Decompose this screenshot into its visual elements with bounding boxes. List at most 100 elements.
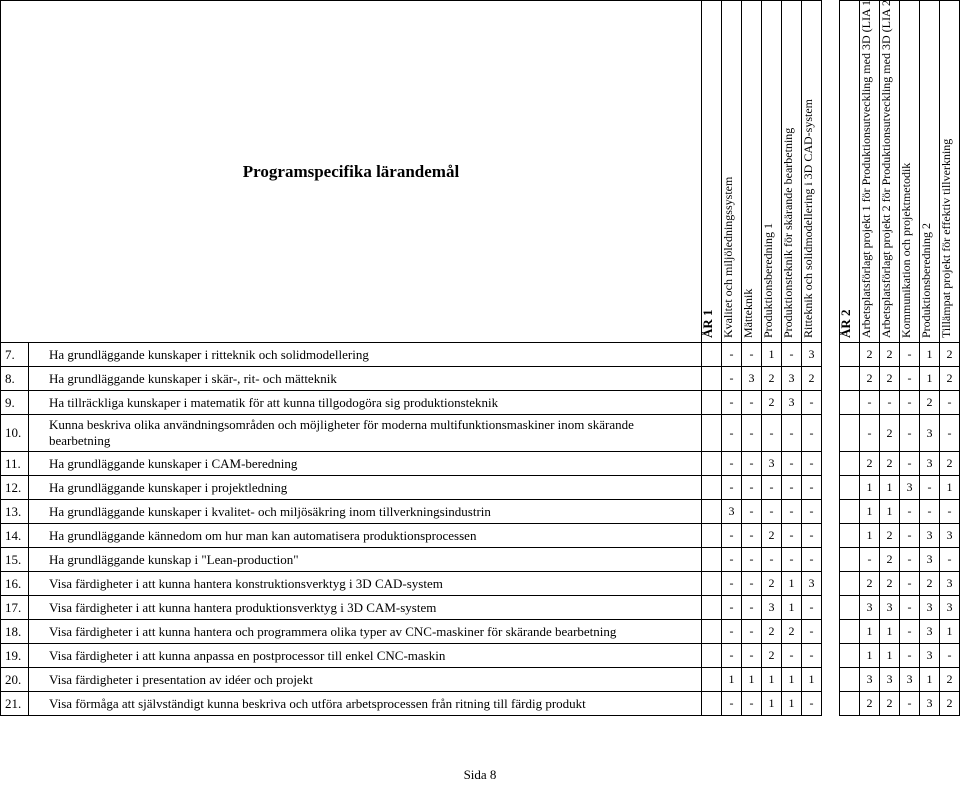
value-cell: 1 (880, 644, 900, 668)
value-cell (702, 391, 722, 415)
value-cell: 3 (940, 572, 960, 596)
value-cell: - (742, 391, 762, 415)
value-cell: 3 (920, 644, 940, 668)
value-cell: - (782, 644, 802, 668)
row-number: 7. (1, 343, 29, 367)
value-cell: - (722, 572, 742, 596)
value-cell: - (742, 524, 762, 548)
value-cell (702, 620, 722, 644)
value-cell: - (782, 343, 802, 367)
row-number: 18. (1, 620, 29, 644)
value-cell: 3 (920, 620, 940, 644)
value-cell (840, 391, 860, 415)
value-cell (840, 476, 860, 500)
value-cell (840, 572, 860, 596)
value-cell: - (742, 415, 762, 452)
table-row: 8.Ha grundläggande kunskaper i skär-, ri… (1, 367, 960, 391)
value-cell: 2 (880, 343, 900, 367)
value-cell: 2 (880, 415, 900, 452)
row-description: Ha grundläggande kunskaper i CAM-beredni… (29, 452, 702, 476)
value-cell: 1 (860, 524, 880, 548)
value-cell: - (762, 548, 782, 572)
gap-cell (822, 391, 840, 415)
row-description: Visa färdigheter i att kunna hantera och… (29, 620, 702, 644)
value-cell: 2 (860, 692, 880, 716)
value-cell (840, 620, 860, 644)
value-cell (840, 415, 860, 452)
value-cell: 2 (762, 391, 782, 415)
value-cell: - (722, 367, 742, 391)
value-cell: - (742, 548, 762, 572)
value-cell: - (900, 415, 920, 452)
value-cell: - (900, 572, 920, 596)
row-description: Ha grundläggande kunskaper i kvalitet- o… (29, 500, 702, 524)
row-number: 20. (1, 668, 29, 692)
row-number: 14. (1, 524, 29, 548)
row-description: Visa färdigheter i att kunna hantera pro… (29, 596, 702, 620)
row-description: Ha tillräckliga kunskaper i matematik fö… (29, 391, 702, 415)
gap-cell (822, 572, 840, 596)
value-cell: 1 (762, 668, 782, 692)
value-cell: 1 (920, 668, 940, 692)
value-cell: - (782, 476, 802, 500)
value-cell: 3 (920, 452, 940, 476)
gap-cell (822, 596, 840, 620)
page-footer: Sida 8 (0, 767, 960, 783)
value-cell: - (900, 548, 920, 572)
value-cell: 3 (920, 415, 940, 452)
row-number: 9. (1, 391, 29, 415)
value-cell: - (742, 692, 762, 716)
value-cell: 2 (762, 572, 782, 596)
value-cell: 2 (920, 391, 940, 415)
value-cell: 1 (860, 476, 880, 500)
value-cell: 2 (880, 524, 900, 548)
value-cell: 2 (940, 343, 960, 367)
value-cell: 1 (920, 343, 940, 367)
value-cell: 3 (880, 668, 900, 692)
value-cell (702, 596, 722, 620)
value-cell: 1 (782, 668, 802, 692)
value-cell: - (762, 476, 782, 500)
row-number: 8. (1, 367, 29, 391)
value-cell: - (940, 391, 960, 415)
value-cell (840, 644, 860, 668)
value-cell: - (802, 524, 822, 548)
value-cell: - (722, 452, 742, 476)
value-cell: - (722, 343, 742, 367)
value-cell: - (900, 524, 920, 548)
value-cell: - (742, 596, 762, 620)
value-cell (702, 452, 722, 476)
value-cell: 3 (802, 572, 822, 596)
value-cell: 2 (880, 692, 900, 716)
value-cell: 3 (860, 668, 880, 692)
value-cell: - (940, 500, 960, 524)
value-cell (840, 692, 860, 716)
value-cell: 1 (722, 668, 742, 692)
value-cell (840, 668, 860, 692)
value-cell: 2 (940, 668, 960, 692)
value-cell: 3 (782, 391, 802, 415)
value-cell: 3 (880, 596, 900, 620)
value-cell: - (940, 644, 960, 668)
table-row: 9.Ha tillräckliga kunskaper i matematik … (1, 391, 960, 415)
value-cell: - (940, 415, 960, 452)
value-cell: - (802, 596, 822, 620)
value-cell: 1 (782, 692, 802, 716)
gap-cell (822, 644, 840, 668)
value-cell (840, 596, 860, 620)
value-cell: - (782, 452, 802, 476)
value-cell: 2 (880, 548, 900, 572)
value-cell (840, 548, 860, 572)
value-cell: - (782, 415, 802, 452)
value-cell: 1 (782, 596, 802, 620)
gap-cell (822, 476, 840, 500)
col-5: Ritteknik och solidmodellering i 3D CAD-… (802, 1, 822, 343)
value-cell: - (742, 620, 762, 644)
col-11: Tillämpat projekt för effektiv tillverkn… (940, 1, 960, 343)
gap-cell (822, 500, 840, 524)
value-cell: - (802, 548, 822, 572)
table-row: 10.Kunna beskriva olika användningsområd… (1, 415, 960, 452)
value-cell: 2 (762, 367, 782, 391)
value-cell: 2 (762, 524, 782, 548)
row-description: Ha grundläggande kännedom om hur man kan… (29, 524, 702, 548)
